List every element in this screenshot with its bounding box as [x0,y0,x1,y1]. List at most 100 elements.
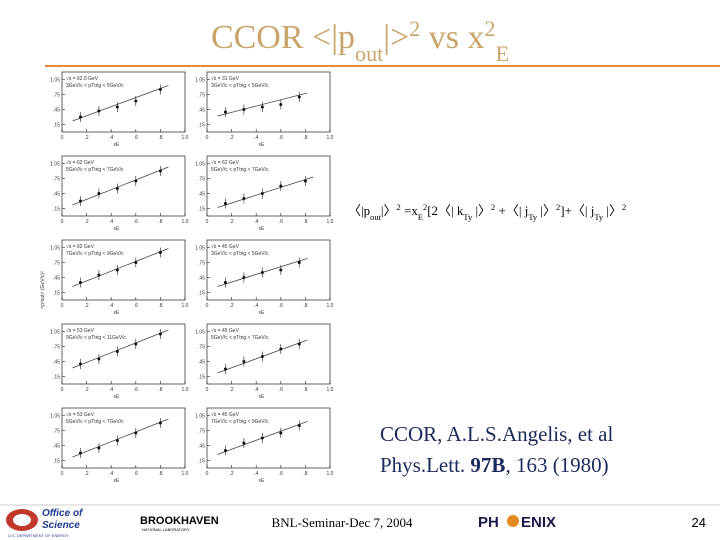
x-tick-label: .4 [254,387,258,393]
x-axis-label: xE [259,478,266,484]
y-tick-label: .15 [198,459,205,465]
x-tick-label: .2 [230,303,234,309]
panel-energy: √s = 53 GeV [66,411,95,418]
y-tick-label: .15 [53,123,60,129]
citation: Phys.Lett. 97B, 163 (1980) [380,453,609,477]
x-tick-label: 0 [61,471,64,477]
panel-energy: √s = 45 GeV [211,411,240,418]
x-tick-label: 0 [206,219,209,225]
data-point [279,103,283,106]
x-tick-label: 1.0 [327,387,334,393]
x-tick-label: .4 [109,471,113,477]
fit-line [217,176,314,208]
y-tick-label: .45 [198,360,205,366]
x-tick-label: .8 [158,135,162,141]
panel-energy: √s = 53 GeV [66,327,95,334]
phenix-logo-text: PH [478,514,499,531]
slide-title-part: 2 [485,16,496,41]
data-point [134,342,138,346]
bnl-logo-text: BROOKHAVEN [140,515,219,527]
x-tick-label: .4 [254,303,258,309]
x-axis-label: xE [259,226,266,232]
x-tick-label: 0 [61,387,64,393]
x-tick-label: 1.0 [182,219,189,225]
y-tick-label: .75 [53,261,60,267]
data-point [97,446,101,450]
x-tick-label: .2 [230,135,234,141]
panel-range: 5GeV/c < pTtrig < 7GeV/c [66,419,124,425]
formula-part: 2 [423,202,427,212]
y-tick-label: .75 [53,345,60,351]
panel-energy: √s = 45 GeV [211,327,240,334]
phenix-logo-mark [507,515,519,527]
data-point [115,268,119,272]
y-tick-label: 1.05 [195,162,205,168]
y-tick-label: .15 [53,207,60,213]
x-tick-label: 0 [206,471,209,477]
x-tick-label: .2 [85,303,89,309]
citation-part: , 163 (1980) [505,453,608,477]
x-tick-label: 1.0 [327,303,334,309]
y-tick-label: .45 [53,276,60,282]
formula-part: Ty [528,212,538,222]
y-tick-label: 1.05 [50,246,60,252]
data-point [223,449,227,452]
x-tick-label: .8 [158,471,162,477]
formula-part: 2 [556,202,560,212]
x-tick-label: .6 [134,303,138,309]
formula-part: |〉 [381,203,397,218]
x-tick-label: .8 [158,387,162,393]
x-tick-label: .2 [230,387,234,393]
formula-part: Ty [463,212,473,222]
doe-logo-text: Science [42,520,80,531]
x-tick-label: .6 [134,135,138,141]
x-axis-label: xE [114,142,121,148]
x-tick-label: 0 [61,135,64,141]
data-point [242,360,246,363]
x-tick-label: .4 [109,387,113,393]
y-tick-label: .75 [53,177,60,183]
data-point [158,169,162,173]
data-point [97,273,101,277]
panel-frame [61,407,186,469]
data-point [260,436,264,440]
x-tick-label: .6 [134,219,138,225]
y-tick-label: 1.05 [50,162,60,168]
x-tick-label: .8 [158,303,162,309]
x-tick-label: .2 [85,219,89,225]
panel-range: 5GeV/c < pTtrig < 7GeV/c [211,335,269,341]
formula-part: |〉 [472,203,491,218]
data-point [223,202,227,205]
x-tick-label: .4 [254,219,258,225]
formula-part: +〈| j [495,203,528,218]
x-axis-label: xE [114,478,121,484]
citation: CCOR, A.L.S.Angelis, et al [380,422,614,446]
x-tick-label: 0 [61,303,64,309]
panel-energy: √s = 31 GeV [211,75,240,82]
x-tick-label: .8 [303,387,307,393]
formula-part: 2 [491,202,495,212]
data-point [134,99,138,103]
doe-logo-text: Office of [42,508,84,519]
x-tick-label: .2 [230,219,234,225]
formula-part: Ty [594,212,604,222]
x-tick-label: .8 [303,219,307,225]
y-tick-label: .45 [53,192,60,198]
formula-part: 〈|p [348,203,370,218]
y-tick-label: .15 [53,375,60,381]
y-tick-label: .75 [198,177,205,183]
data-point [260,105,264,109]
y-tick-label: 1.05 [50,414,60,420]
y-tick-label: .75 [198,345,205,351]
doe-logo-mark [13,514,31,526]
formula-part: out [370,212,381,222]
data-point [242,108,246,111]
formula-part: E [418,212,423,222]
x-tick-label: 1.0 [182,135,189,141]
panel-frame [206,323,331,385]
data-point [223,367,227,371]
data-point [297,95,301,99]
x-tick-label: .6 [134,471,138,477]
x-tick-label: .6 [279,219,283,225]
